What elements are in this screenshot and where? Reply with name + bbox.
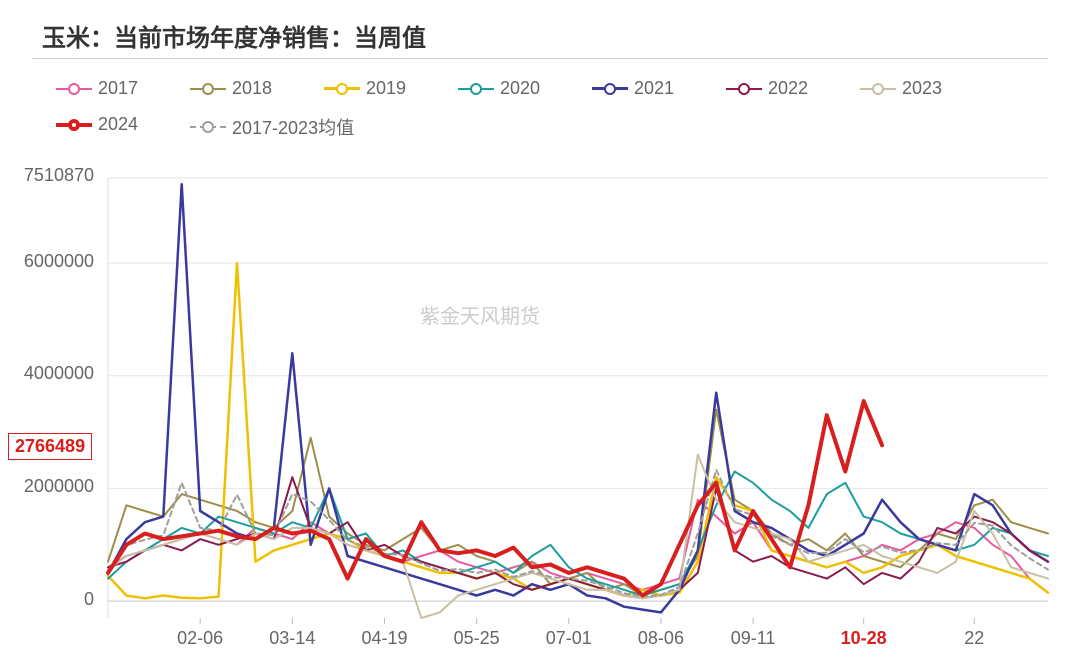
chart-plot: [0, 0, 1080, 665]
chart-container: 玉米：当前市场年度净销售：当周值 紫金天风期货 2017201820192020…: [0, 0, 1080, 665]
series-line-2019: [108, 263, 1048, 598]
series-line-2021: [108, 184, 1048, 612]
